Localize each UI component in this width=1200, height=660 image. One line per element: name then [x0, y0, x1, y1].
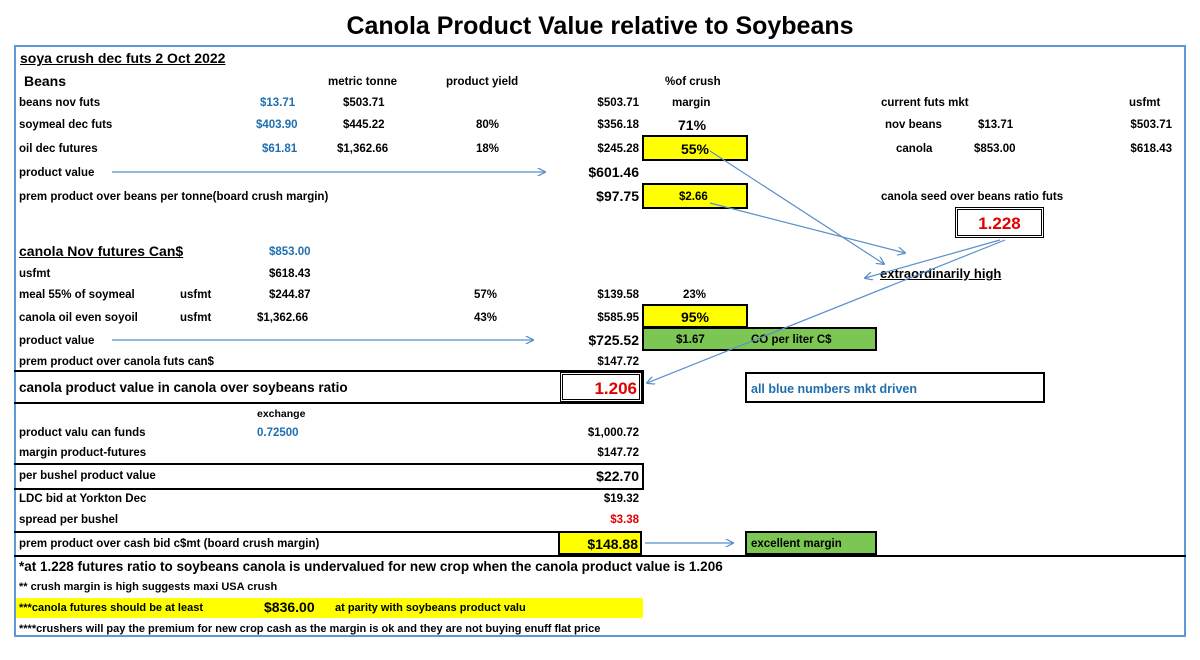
cash-prem-value: $148.88 [587, 536, 638, 552]
soy-product-value-label: product value [19, 167, 95, 179]
row-tonne: $503.71 [343, 97, 385, 109]
row-yield: 18% [476, 143, 500, 155]
market-ratio-label: canola seed over beans ratio futs [881, 191, 1064, 203]
oil-unit: usfmt [180, 312, 212, 324]
excellent-margin: excellent margin [751, 538, 842, 550]
soy-prem-label: prem product over beans per tonne(board … [19, 191, 329, 203]
row-pct: 71% [678, 117, 707, 133]
market-row-price: $853.00 [974, 143, 1016, 155]
note-4: ****crushers will pay the premium for ne… [19, 623, 601, 635]
row-value: $245.28 [597, 143, 639, 155]
soy-prem-value: $97.75 [596, 188, 639, 204]
meal-yield: 57% [474, 289, 498, 301]
row-label: oil dec futures [19, 143, 98, 155]
market-ratio-value: 1.228 [978, 214, 1021, 233]
oil-value: $585.95 [597, 312, 639, 324]
oil-yield: 43% [474, 312, 498, 324]
prem-bushel-value: $2.66 [679, 191, 708, 203]
canola-prem-value: $147.72 [597, 356, 639, 368]
market-row-label: nov beans [885, 119, 942, 131]
row-label: beans nov futs [19, 97, 101, 109]
canola-oil-pct-value: 95% [680, 309, 710, 325]
page-title: Canola Product Value relative to Soybean… [346, 12, 854, 40]
product-can-value: $1,000.72 [587, 427, 639, 439]
market-ratio-box: 1.228 [955, 207, 1044, 238]
spreadsheet-frame [14, 45, 1186, 637]
cash-prem-box: $148.88 [558, 531, 642, 555]
note-3-pre: ***canola futures should be at least [19, 602, 203, 614]
market-usfmt-col: usfmt [1129, 97, 1161, 109]
co-liter-label: CO per liter C$ [751, 334, 832, 346]
co-per-liter-box: $1.67 CO per liter C$ [642, 327, 877, 351]
prem-bushel-highlight: $2.66 [642, 183, 748, 209]
market-header: current futs mkt [881, 97, 969, 109]
oil-label: canola oil even soyoil [19, 312, 138, 324]
meal-price: $244.87 [269, 289, 311, 301]
canola-usfmt-value: $618.43 [269, 268, 311, 280]
margin-label: margin product-futures [19, 447, 147, 459]
canola-prem-label: prem product over canola futs can$ [19, 356, 214, 368]
bushel-value: $22.70 [596, 468, 639, 484]
note-3-value: $836.00 [264, 599, 315, 615]
arrow-prem-bushel [709, 202, 905, 253]
ldc-value: $19.32 [603, 493, 639, 505]
blue-note: all blue numbers mkt driven [751, 382, 918, 396]
market-row-usfmt: $618.43 [1130, 143, 1172, 155]
canola-ratio-label: canola product value in canola over soyb… [19, 380, 348, 395]
row-yield: 80% [476, 119, 500, 131]
canola-section-header: canola Nov futures Can$ [19, 243, 184, 259]
bushel-label: per bushel product value [19, 470, 156, 482]
note-3-highlight [16, 598, 643, 618]
arrow-oil-pct [709, 150, 884, 264]
ldc-label: LDC bid at Yorkton Dec [19, 493, 147, 505]
row-value: $356.18 [597, 119, 639, 131]
canola-product-value: $725.52 [588, 332, 639, 348]
canola-product-value-label: product value [19, 335, 95, 347]
meal-value: $139.58 [597, 289, 639, 301]
row-tonne: $1,362.66 [337, 143, 389, 155]
spread-value: $3.38 [610, 514, 639, 526]
note-3-post: at parity with soybeans product valu [335, 602, 526, 614]
col-product-yield: product yield [446, 76, 519, 88]
margin-label: margin [672, 97, 711, 109]
market-row-price: $13.71 [978, 119, 1014, 131]
note-2: ** crush margin is high suggests maxi US… [19, 581, 278, 593]
oil-pct-value: 55% [680, 141, 710, 157]
product-can-label: product valu can funds [19, 427, 146, 439]
cash-prem-label: prem product over cash bid c$mt (board c… [19, 538, 320, 550]
canola-usfmt-label: usfmt [19, 268, 51, 280]
row-label: soymeal dec futs [19, 119, 113, 131]
meal-label: meal 55% of soymeal [19, 289, 135, 301]
co-liter-value: $1.67 [676, 334, 705, 346]
market-row-usfmt: $503.71 [1130, 119, 1172, 131]
soy-product-value: $601.46 [588, 164, 639, 180]
canola-header-value: $853.00 [269, 246, 311, 258]
exchange-value: 0.72500 [257, 427, 299, 439]
row-price: $403.90 [256, 119, 298, 131]
row-price: $61.81 [262, 143, 298, 155]
note-1: *at 1.228 futures ratio to soybeans cano… [19, 559, 723, 574]
excellent-margin-box: excellent margin [745, 531, 877, 555]
row-price: $13.71 [260, 97, 296, 109]
col-pct-crush: %of crush [665, 76, 721, 88]
spread-label: spread per bushel [19, 514, 119, 526]
soy-section-header: soya crush dec futs 2 Oct 2022 [20, 50, 226, 66]
meal-pct: 23% [683, 289, 707, 301]
meal-unit: usfmt [180, 289, 212, 301]
arrow-ratio-to-canola [647, 239, 1006, 383]
blue-note-box: all blue numbers mkt driven [745, 372, 1045, 403]
canola-ratio-box: 1.206 [560, 372, 642, 402]
beans-heading: Beans [24, 73, 67, 89]
margin-value: $147.72 [597, 447, 639, 459]
exchange-label: exchange [257, 408, 306, 420]
canola-ratio-value: 1.206 [594, 379, 637, 398]
oil-price: $1,362.66 [257, 312, 309, 324]
row-tonne: $445.22 [343, 119, 385, 131]
arrow-ratio-down [865, 239, 1001, 278]
oil-pct-highlight: 55% [642, 135, 748, 161]
market-row-label: canola [896, 143, 933, 155]
col-metric-tonne: metric tonne [328, 76, 398, 88]
row-value: $503.71 [597, 97, 639, 109]
